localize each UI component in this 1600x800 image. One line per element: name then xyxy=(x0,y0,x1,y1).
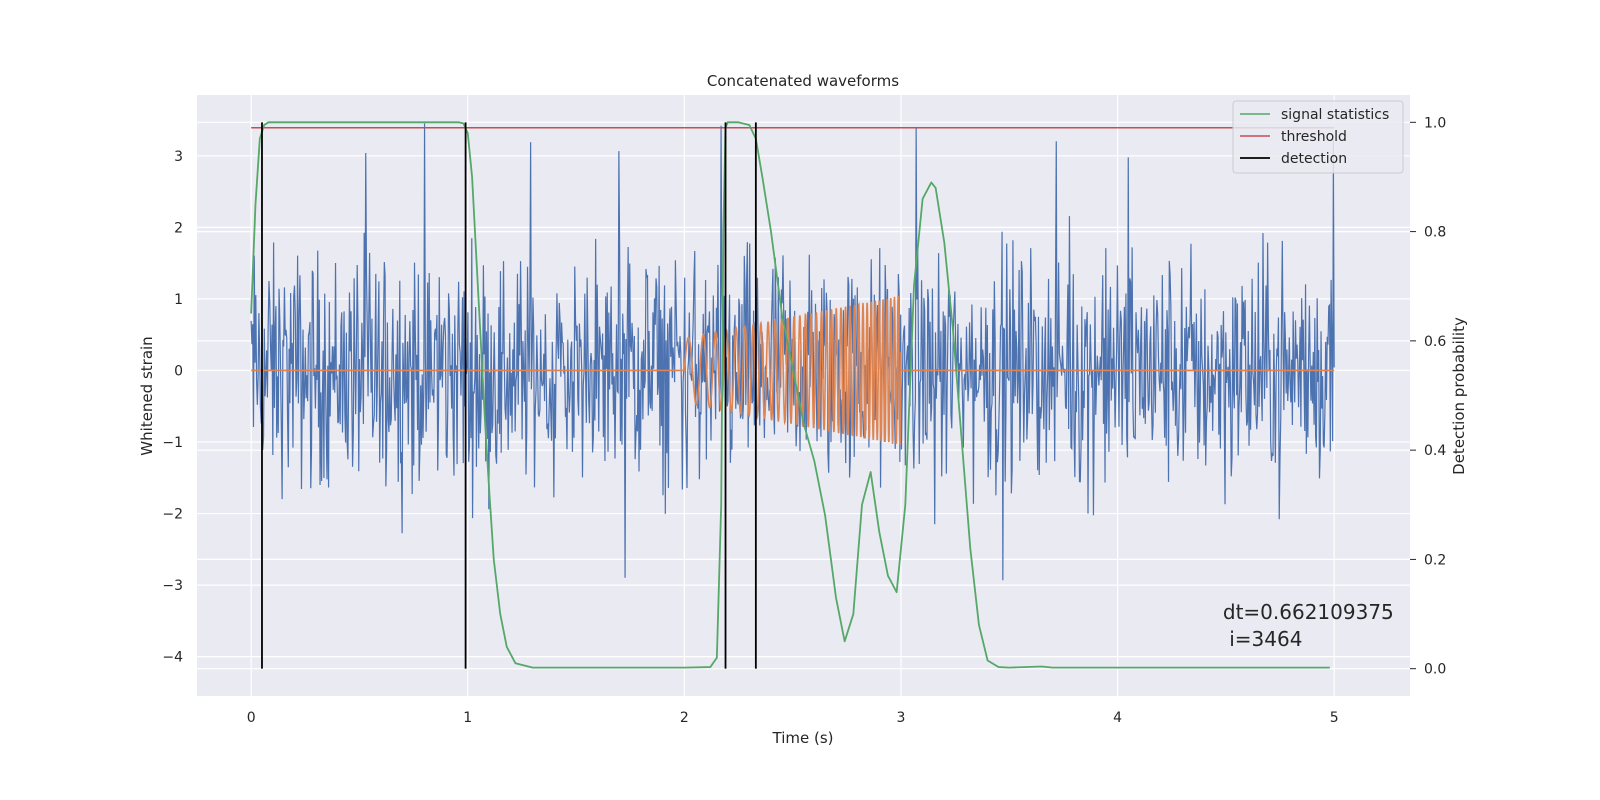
right-y-tick-label: 0.6 xyxy=(1424,334,1446,350)
right-y-axis-label: Detection probability xyxy=(1450,317,1468,475)
y-tick-label: 1 xyxy=(174,292,183,308)
y-axis-label: Whitened strain xyxy=(138,336,156,455)
legend-entry-detection: detection xyxy=(1281,151,1347,167)
x-axis-ticks: 0 1 2 3 4 5 xyxy=(247,710,1339,726)
x-axis-label: Time (s) xyxy=(772,729,834,747)
right-y-axis-ticks: 0.0 0.2 0.4 0.6 0.8 1.0 xyxy=(1410,115,1446,678)
legend: signal statistics threshold detection xyxy=(1232,100,1404,174)
y-tick-label: −3 xyxy=(162,578,183,594)
y-tick-label: −2 xyxy=(162,507,183,523)
right-y-tick-label: 0.8 xyxy=(1424,225,1446,241)
right-y-tick-label: 1.0 xyxy=(1424,115,1446,131)
y-tick-label: 3 xyxy=(174,149,183,165)
y-tick-label: 0 xyxy=(174,363,183,379)
chart-title: Concatenated waveforms xyxy=(707,72,899,90)
annotation-index: i=3464 xyxy=(1223,627,1303,651)
legend-entry-signal-statistics: signal statistics xyxy=(1281,107,1389,123)
injection-series xyxy=(251,295,1335,445)
right-y-tick-label: 0.4 xyxy=(1424,443,1446,459)
annotation-dt: dt=0.662109375 xyxy=(1223,600,1394,624)
x-tick-label: 5 xyxy=(1330,710,1339,726)
x-tick-label: 3 xyxy=(897,710,906,726)
injection-line xyxy=(251,295,1335,445)
legend-box xyxy=(1232,100,1404,174)
detection-series xyxy=(261,122,757,669)
signal-statistics-line xyxy=(250,121,1330,669)
x-tick-label: 0 xyxy=(247,710,256,726)
right-y-tick-label: 0.0 xyxy=(1424,662,1446,678)
signal-statistics-series xyxy=(250,121,1330,669)
y-tick-label: 2 xyxy=(174,220,183,236)
y-tick-label: −4 xyxy=(162,650,183,666)
right-y-tick-label: 0.2 xyxy=(1424,552,1446,568)
x-tick-label: 1 xyxy=(463,710,472,726)
x-tick-label: 2 xyxy=(680,710,689,726)
y-axis-ticks: −4 −3 −2 −1 0 1 2 3 xyxy=(162,149,183,666)
y-tick-label: −1 xyxy=(162,435,183,451)
legend-entry-threshold: threshold xyxy=(1281,129,1347,145)
x-tick-label: 4 xyxy=(1113,710,1122,726)
